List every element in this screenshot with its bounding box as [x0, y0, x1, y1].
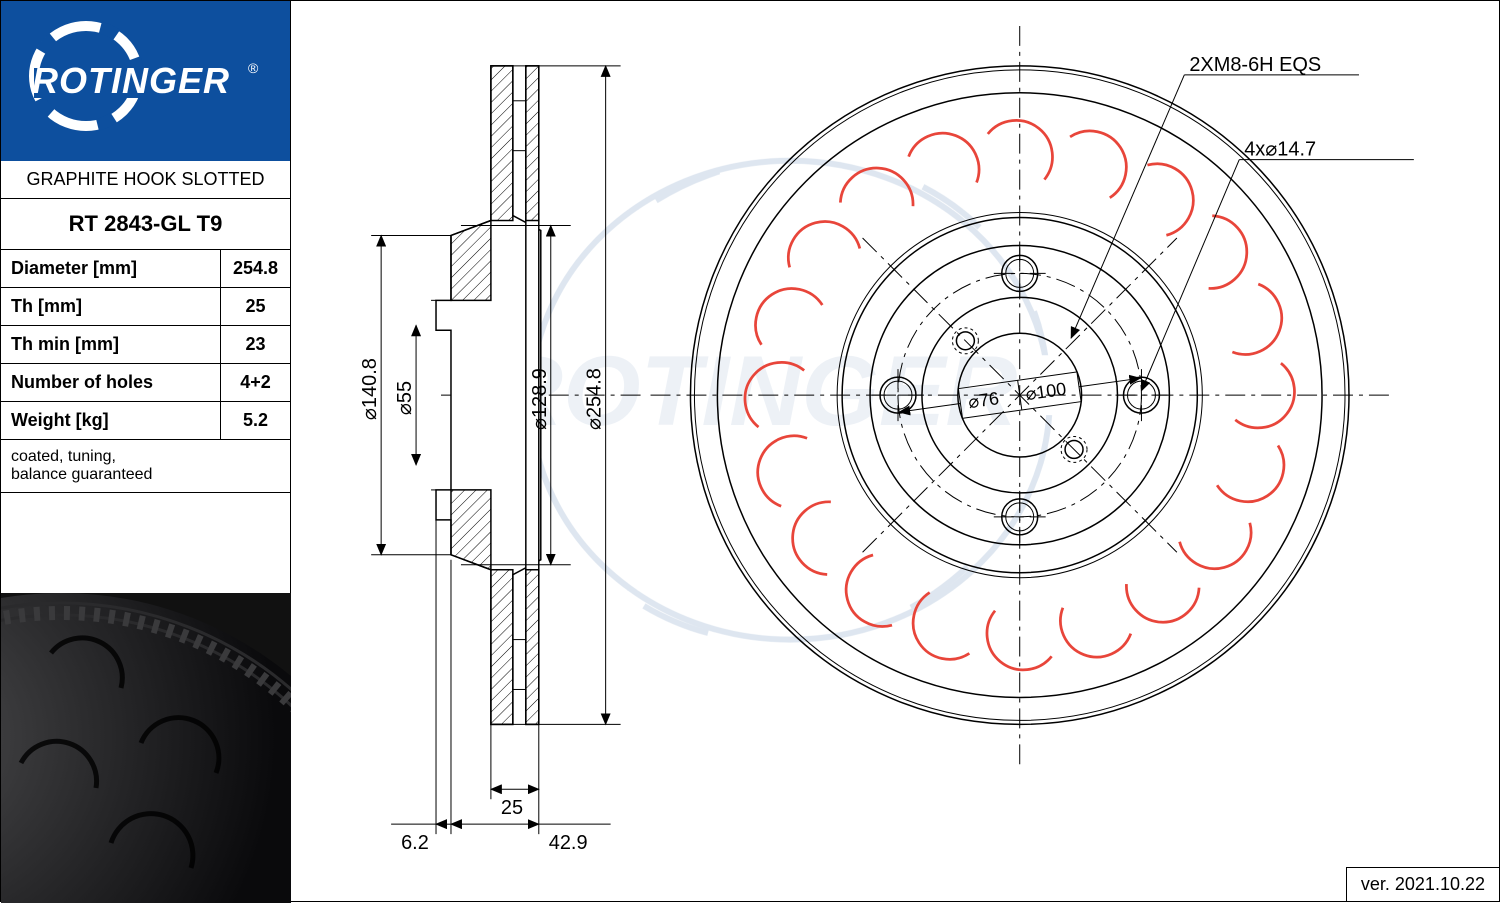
hook-slot [831, 552, 917, 638]
hook-slot [900, 590, 986, 670]
spec-value: 23 [220, 326, 290, 363]
spec-row: Th min [mm]23 [1, 326, 290, 364]
drawing-sheet: ROTINGER ® GRAPHITE HOOK SLOTTED RT 2843… [0, 0, 1500, 902]
hook-slot [1215, 429, 1295, 515]
product-notes: coated, tuning, balance guaranteed [1, 440, 290, 493]
watermark-icon: ROTINGER [431, 86, 1349, 714]
spec-label: Diameter [mm] [11, 258, 220, 279]
dim-42p9: 42.9 [549, 832, 588, 854]
hook-slot [777, 207, 863, 293]
dim-d55: ⌀55 [394, 381, 416, 415]
callout-text: 4x⌀14.7 [1244, 139, 1316, 161]
spec-value: 5.2 [220, 402, 290, 439]
dim-6p2: 6.2 [401, 832, 429, 854]
spec-row: Th [mm]25 [1, 288, 290, 326]
hook-slot [1181, 208, 1259, 293]
spec-label: Weight [kg] [11, 410, 220, 431]
dim-d128: ⌀128.9 [529, 368, 551, 430]
svg-text:®: ® [248, 60, 259, 76]
hook-slot [1054, 120, 1140, 200]
brand-logo: ROTINGER ® [1, 1, 290, 161]
product-model: RT 2843-GL T9 [1, 199, 290, 250]
spec-label: Th min [mm] [11, 334, 220, 355]
rotinger-logo-icon: ROTINGER ® [26, 21, 266, 141]
dim-d140: ⌀140.8 [359, 358, 381, 420]
hook-slot [1122, 152, 1208, 238]
dim-d254: ⌀254.8 [584, 368, 606, 430]
technical-drawing: ROTINGER [291, 1, 1499, 901]
product-family: GRAPHITE HOOK SLOTTED [1, 161, 290, 199]
front-view: ⌀76⌀1002XM8-6H EQS4x⌀14.7 [651, 26, 1414, 764]
hook-slot [1223, 281, 1286, 356]
section-view: ⌀140.8 ⌀55 ⌀128.9 ⌀254.8 6.2 25 42.9 [359, 66, 640, 854]
spec-row: Diameter [mm]254.8 [1, 250, 290, 288]
callout-text: 2XM8-6H EQS [1189, 54, 1321, 76]
product-photo [1, 593, 291, 903]
hook-slot [780, 498, 858, 583]
dim-25: 25 [501, 797, 523, 819]
svg-text:ROTINGER: ROTINGER [491, 336, 1018, 447]
spec-value: 254.8 [220, 250, 290, 287]
hook-slot [1058, 599, 1133, 662]
brand-name: ROTINGER [32, 60, 230, 101]
spec-row: Number of holes4+2 [1, 364, 290, 402]
hook-slot [1176, 498, 1262, 584]
spec-row: Weight [kg]5.2 [1, 402, 290, 440]
spec-sidebar: ROTINGER ® GRAPHITE HOOK SLOTTED RT 2843… [1, 1, 291, 903]
version-label: ver. 2021.10.22 [1346, 867, 1499, 901]
spec-table: Diameter [mm]254.8Th [mm]25Th min [mm]23… [1, 250, 290, 440]
spec-label: Th [mm] [11, 296, 220, 317]
spec-value: 4+2 [220, 364, 290, 401]
spec-value: 25 [220, 288, 290, 325]
hook-slot [1122, 556, 1207, 634]
hook-slot [906, 128, 981, 191]
dim-bore: ⌀76 [967, 388, 1000, 412]
spec-label: Number of holes [11, 372, 220, 393]
